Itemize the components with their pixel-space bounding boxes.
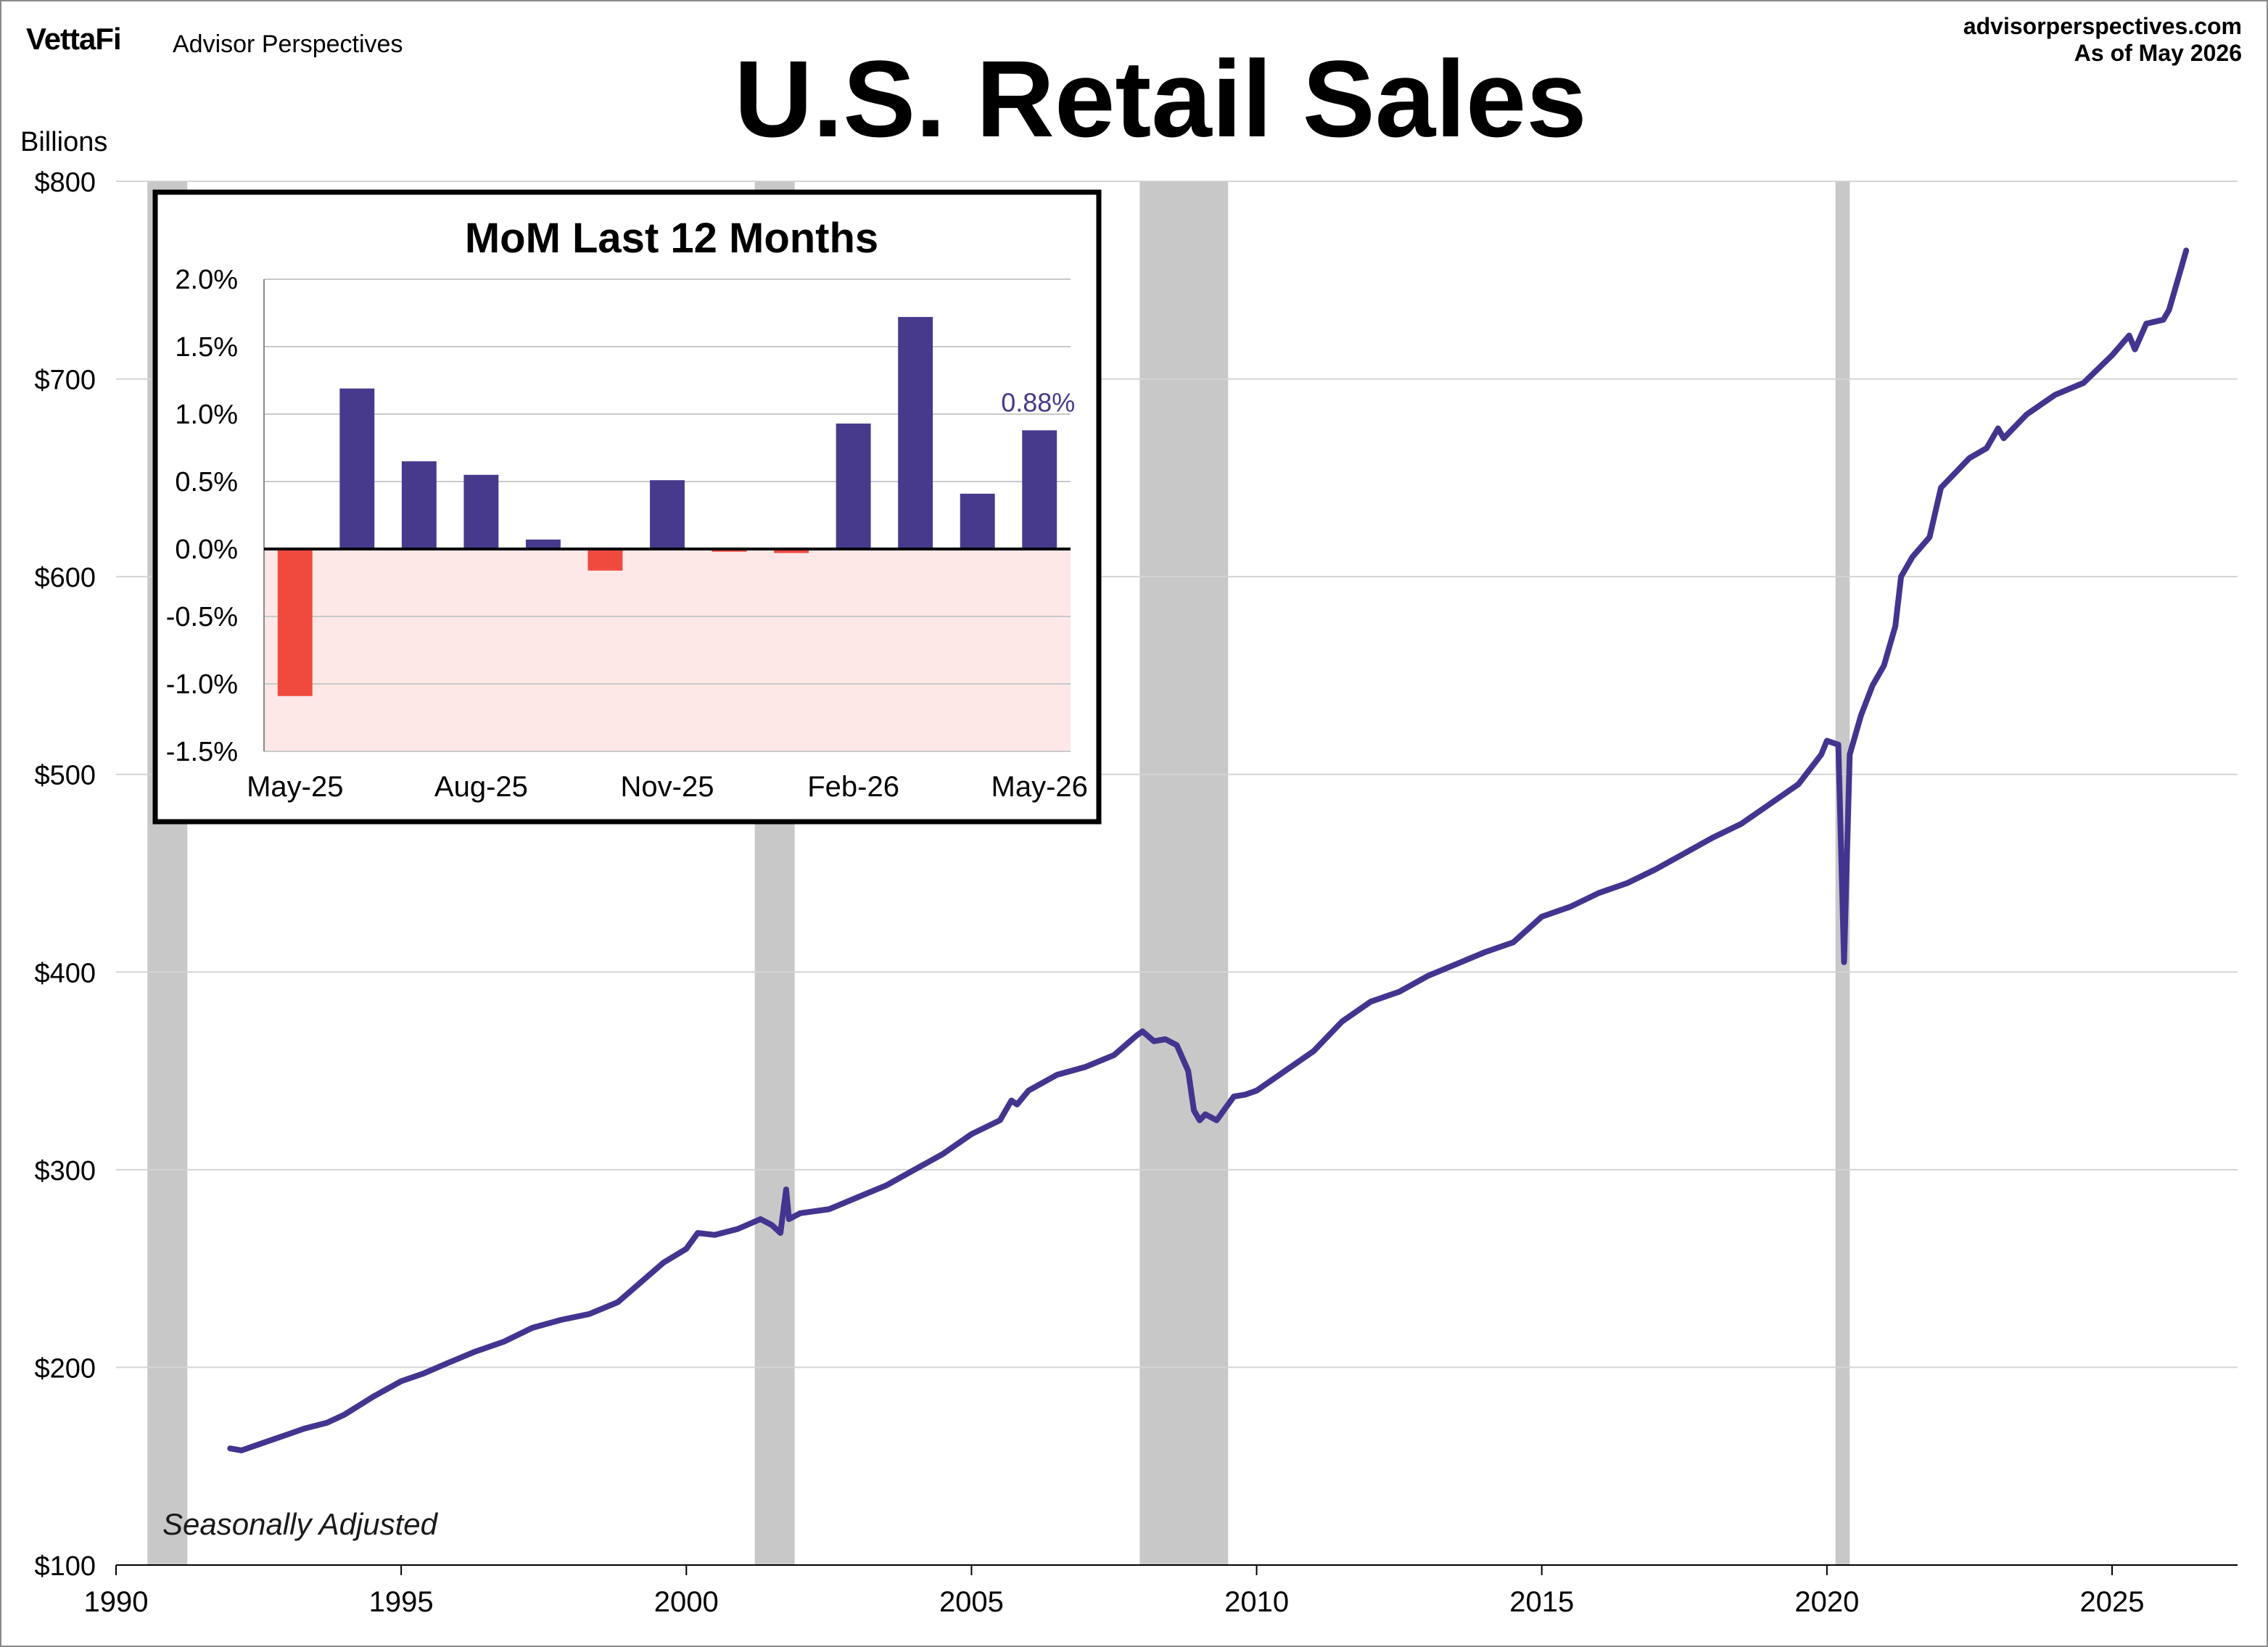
mom-inset: MoM Last 12 Months 2.0% 1.5% 1.0% 0.5% 0.0% -…: [152, 189, 1102, 825]
x-tick-label: 2005: [939, 1586, 1004, 1618]
inset-x-tick-label: May-25: [247, 771, 343, 803]
inset-y-tick-label: -1.0%: [166, 669, 238, 700]
bar-Sep-25: [525, 539, 561, 549]
bar-Mar-26: [898, 317, 933, 549]
inset-x-tick-label: May-26: [991, 771, 1088, 803]
x-tick-label: 2010: [1224, 1586, 1289, 1618]
x-tick-label: 1990: [84, 1586, 149, 1618]
y-tick-label: $800: [34, 168, 96, 198]
inset-y-tick-label: -0.5%: [166, 602, 238, 632]
vettafi-logo: VettaFi: [26, 22, 122, 56]
y-tick-label: $100: [34, 1551, 96, 1582]
inset-y-tick-label: -1.5%: [166, 737, 238, 767]
inset-x-axis: May-25 Aug-25 Nov-25 Feb-26 May-26: [247, 771, 1088, 803]
bar-Oct-25: [587, 549, 623, 571]
inset-y-axis: 2.0% 1.5% 1.0% 0.5% 0.0% -0.5% -1.0% -1.5%: [166, 265, 265, 767]
bar-Jul-25: [401, 461, 437, 549]
bar-May-26: [1022, 430, 1057, 549]
y-axis-unit-label: Billions: [20, 127, 107, 157]
brand-name: Advisor Perspectives: [173, 30, 403, 58]
bar-Aug-25: [463, 474, 499, 549]
x-tick-label: 2015: [1509, 1586, 1574, 1618]
main-y-axis: $100 $200 $300 $400 $500 $600 $700 $800: [34, 168, 96, 1582]
x-tick-label: 2025: [2080, 1586, 2145, 1618]
bar-Jan-26: [774, 549, 809, 553]
y-tick-label: $300: [34, 1156, 96, 1186]
bar-Apr-26: [960, 493, 995, 549]
inset-x-tick-label: Feb-26: [807, 771, 899, 803]
as-of-date: As of May 2026: [2074, 40, 2242, 66]
y-tick-label: $500: [34, 761, 96, 791]
series-line-0: [227, 247, 2190, 1453]
last-value-label: 0.88%: [1001, 387, 1075, 417]
inset-x-tick-label: Aug-25: [434, 771, 528, 803]
inset-y-tick-label: 0.0%: [175, 534, 238, 565]
x-tick-label: 2000: [654, 1586, 719, 1618]
inset-y-tick-label: 0.5%: [175, 467, 238, 498]
y-tick-label: $700: [34, 366, 96, 396]
bar-May-25: [277, 549, 313, 696]
main-series: [227, 247, 2190, 1453]
negative-zone: [264, 549, 1071, 751]
recession-band-2: [1139, 181, 1229, 1565]
bar-Jun-25: [339, 388, 375, 549]
inset-title: MoM Last 12 Months: [465, 215, 878, 262]
inset-gridlines: [264, 278, 1071, 752]
inset-bars: 0.88%: [264, 317, 1075, 696]
main-x-axis: 1990 1995 2000 2005 2010 2015 2020 2025: [84, 1564, 2238, 1618]
seasonally-adjusted-note: Seasonally Adjusted: [162, 1507, 439, 1541]
inset-negative-zone: [264, 549, 1071, 751]
inset-y-tick-label: 2.0%: [175, 265, 238, 295]
y-tick-label: $200: [34, 1353, 96, 1384]
bar-Nov-25: [650, 480, 685, 549]
chart-title: U.S. Retail Sales: [734, 38, 1587, 160]
inset-x-tick-label: Nov-25: [621, 771, 714, 803]
inset-y-tick-label: 1.5%: [175, 332, 238, 363]
y-tick-label: $600: [34, 563, 96, 593]
y-tick-label: $400: [34, 958, 96, 988]
source-site: advisorperspectives.com: [1963, 13, 2242, 39]
x-tick-label: 1995: [369, 1586, 434, 1618]
bar-Feb-26: [836, 424, 871, 549]
x-tick-label: 2020: [1794, 1586, 1859, 1618]
inset-y-tick-label: 1.0%: [175, 400, 238, 430]
